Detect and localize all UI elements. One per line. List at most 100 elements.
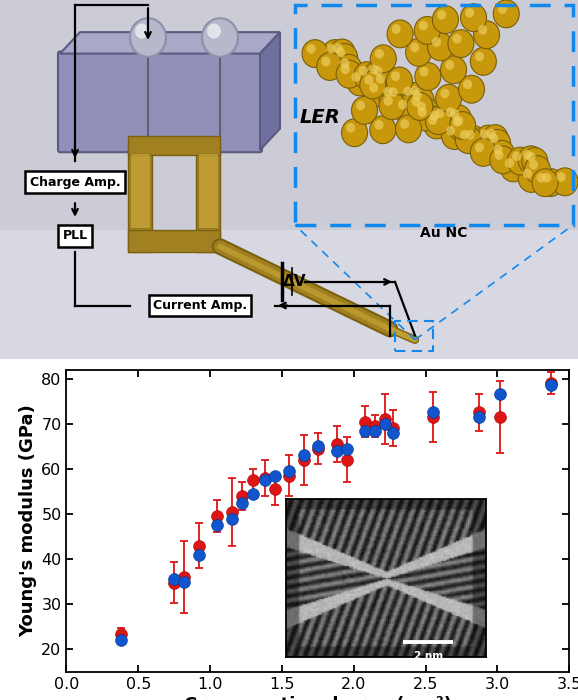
Circle shape [372,70,397,98]
Circle shape [430,111,439,120]
Circle shape [364,75,373,85]
Point [313,441,323,452]
Circle shape [446,126,455,136]
Point [194,549,203,560]
Circle shape [442,122,468,149]
Circle shape [523,150,532,160]
Circle shape [302,40,328,67]
Circle shape [432,37,441,47]
Circle shape [450,109,459,119]
Circle shape [542,173,551,183]
Circle shape [327,44,336,54]
Circle shape [336,55,362,82]
Point [474,412,483,423]
Circle shape [512,151,521,161]
Circle shape [391,71,400,81]
Circle shape [432,6,458,34]
Circle shape [306,44,316,54]
Circle shape [334,43,343,53]
Circle shape [489,134,498,143]
Circle shape [379,83,405,111]
Point [213,519,222,531]
Circle shape [317,52,343,80]
Circle shape [446,105,472,132]
Circle shape [420,66,428,76]
Circle shape [346,123,355,133]
Bar [128,136,220,155]
Circle shape [424,111,450,139]
Circle shape [400,119,409,129]
Point [260,473,269,484]
Circle shape [388,88,398,97]
Circle shape [527,152,536,162]
Circle shape [522,148,548,176]
Point [227,513,236,524]
Circle shape [538,169,564,197]
Circle shape [417,107,427,117]
Circle shape [442,103,468,131]
Circle shape [387,20,413,48]
Point [284,470,294,482]
Circle shape [358,66,368,76]
Ellipse shape [132,45,164,56]
Circle shape [440,56,466,84]
Point [381,418,390,429]
Circle shape [202,18,238,57]
Point [388,427,397,438]
Point [381,414,390,425]
Circle shape [354,62,380,90]
Circle shape [369,64,379,74]
Circle shape [552,168,578,196]
Circle shape [494,150,503,160]
Point [237,497,246,508]
Circle shape [489,141,515,168]
Point [284,466,294,477]
Circle shape [408,87,434,114]
Point [194,540,203,551]
Circle shape [450,111,476,139]
Circle shape [428,115,437,125]
Text: Charge Amp.: Charge Amp. [29,176,120,189]
Circle shape [448,113,474,141]
Circle shape [507,147,533,175]
Bar [128,230,220,252]
Point [249,488,258,499]
Circle shape [399,83,425,111]
Point [428,412,438,423]
Circle shape [384,96,392,106]
Circle shape [460,130,469,139]
Circle shape [412,97,420,106]
Circle shape [369,62,395,90]
Circle shape [394,95,420,123]
Circle shape [446,107,455,117]
Circle shape [523,169,532,178]
Ellipse shape [204,45,236,56]
Point [546,377,555,388]
Circle shape [407,92,433,120]
Circle shape [329,39,355,67]
Point [237,491,246,502]
Text: PLL: PLL [62,230,87,242]
Circle shape [453,34,462,43]
Point [260,475,269,486]
Circle shape [392,24,401,34]
Circle shape [484,130,510,158]
Circle shape [413,103,439,131]
Point [361,416,370,427]
Circle shape [413,97,438,125]
Circle shape [463,80,472,89]
Point [342,454,351,466]
Point [116,635,125,646]
Circle shape [465,130,475,140]
Circle shape [369,83,379,92]
Circle shape [413,91,422,100]
Circle shape [425,106,451,134]
Circle shape [518,146,544,174]
Circle shape [332,43,358,71]
Polygon shape [260,32,280,150]
Circle shape [436,85,462,112]
Text: Au NC: Au NC [420,225,468,239]
Circle shape [493,0,519,28]
Point [474,407,483,418]
Point [428,407,438,418]
